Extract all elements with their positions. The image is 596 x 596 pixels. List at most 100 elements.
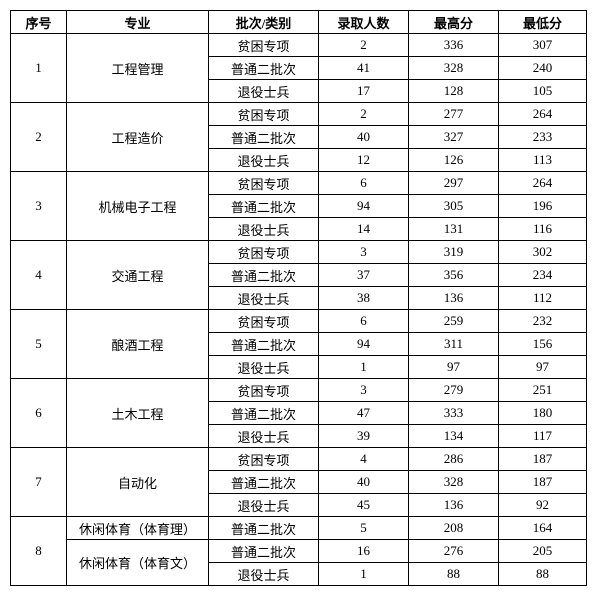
cell-max: 259 xyxy=(409,310,499,333)
cell-batch: 贫困专项 xyxy=(209,379,319,402)
cell-max: 319 xyxy=(409,241,499,264)
cell-min: 164 xyxy=(499,517,587,540)
cell-batch: 退役士兵 xyxy=(209,149,319,172)
table-row: 8休闲体育（体育理）普通二批次5208164 xyxy=(11,517,587,540)
cell-max: 336 xyxy=(409,34,499,57)
cell-max: 136 xyxy=(409,494,499,517)
header-min: 最低分 xyxy=(499,11,587,34)
table-row: 3机械电子工程贫困专项6297264 xyxy=(11,172,587,195)
cell-count: 38 xyxy=(319,287,409,310)
cell-major: 休闲体育（体育理） xyxy=(67,517,209,540)
cell-min: 187 xyxy=(499,471,587,494)
cell-max: 297 xyxy=(409,172,499,195)
cell-max: 134 xyxy=(409,425,499,448)
cell-min: 88 xyxy=(499,563,587,586)
cell-max: 305 xyxy=(409,195,499,218)
cell-count: 3 xyxy=(319,241,409,264)
cell-seq: 3 xyxy=(11,172,67,241)
header-batch: 批次/类别 xyxy=(209,11,319,34)
cell-min: 307 xyxy=(499,34,587,57)
cell-seq: 2 xyxy=(11,103,67,172)
cell-min: 264 xyxy=(499,103,587,126)
cell-count: 37 xyxy=(319,264,409,287)
cell-major: 工程造价 xyxy=(67,103,209,172)
cell-batch: 普通二批次 xyxy=(209,540,319,563)
cell-count: 1 xyxy=(319,356,409,379)
cell-max: 97 xyxy=(409,356,499,379)
cell-batch: 普通二批次 xyxy=(209,333,319,356)
cell-max: 131 xyxy=(409,218,499,241)
cell-max: 311 xyxy=(409,333,499,356)
cell-batch: 贫困专项 xyxy=(209,34,319,57)
cell-seq: 4 xyxy=(11,241,67,310)
cell-min: 187 xyxy=(499,448,587,471)
cell-count: 94 xyxy=(319,333,409,356)
admissions-table: 序号 专业 批次/类别 录取人数 最高分 最低分 1工程管理贫困专项233630… xyxy=(10,10,587,586)
header-count: 录取人数 xyxy=(319,11,409,34)
cell-batch: 退役士兵 xyxy=(209,494,319,517)
cell-count: 41 xyxy=(319,57,409,80)
table-row: 休闲体育（体育文）普通二批次16276205 xyxy=(11,540,587,563)
cell-batch: 贫困专项 xyxy=(209,241,319,264)
cell-min: 112 xyxy=(499,287,587,310)
cell-count: 40 xyxy=(319,471,409,494)
cell-batch: 普通二批次 xyxy=(209,126,319,149)
cell-major: 休闲体育（体育文） xyxy=(67,540,209,586)
cell-seq: 7 xyxy=(11,448,67,517)
cell-major: 自动化 xyxy=(67,448,209,517)
cell-count: 1 xyxy=(319,563,409,586)
cell-min: 92 xyxy=(499,494,587,517)
cell-max: 128 xyxy=(409,80,499,103)
cell-max: 276 xyxy=(409,540,499,563)
cell-count: 39 xyxy=(319,425,409,448)
cell-max: 328 xyxy=(409,471,499,494)
table-row: 6土木工程贫困专项3279251 xyxy=(11,379,587,402)
cell-major: 土木工程 xyxy=(67,379,209,448)
cell-min: 113 xyxy=(499,149,587,172)
cell-count: 4 xyxy=(319,448,409,471)
cell-count: 6 xyxy=(319,172,409,195)
header-seq: 序号 xyxy=(11,11,67,34)
cell-batch: 退役士兵 xyxy=(209,425,319,448)
cell-major: 酿酒工程 xyxy=(67,310,209,379)
cell-min: 156 xyxy=(499,333,587,356)
cell-batch: 退役士兵 xyxy=(209,287,319,310)
cell-min: 251 xyxy=(499,379,587,402)
cell-major: 工程管理 xyxy=(67,34,209,103)
cell-min: 234 xyxy=(499,264,587,287)
table-row: 1工程管理贫困专项2336307 xyxy=(11,34,587,57)
cell-count: 40 xyxy=(319,126,409,149)
cell-batch: 贫困专项 xyxy=(209,103,319,126)
cell-max: 88 xyxy=(409,563,499,586)
cell-batch: 普通二批次 xyxy=(209,517,319,540)
cell-max: 136 xyxy=(409,287,499,310)
cell-count: 47 xyxy=(319,402,409,425)
cell-min: 240 xyxy=(499,57,587,80)
cell-min: 233 xyxy=(499,126,587,149)
cell-max: 333 xyxy=(409,402,499,425)
cell-seq: 5 xyxy=(11,310,67,379)
cell-max: 327 xyxy=(409,126,499,149)
cell-batch: 退役士兵 xyxy=(209,80,319,103)
cell-count: 17 xyxy=(319,80,409,103)
cell-max: 208 xyxy=(409,517,499,540)
cell-max: 286 xyxy=(409,448,499,471)
cell-count: 16 xyxy=(319,540,409,563)
cell-count: 45 xyxy=(319,494,409,517)
cell-count: 3 xyxy=(319,379,409,402)
table-row: 7自动化贫困专项4286187 xyxy=(11,448,587,471)
header-max: 最高分 xyxy=(409,11,499,34)
cell-max: 279 xyxy=(409,379,499,402)
cell-min: 205 xyxy=(499,540,587,563)
cell-seq: 8 xyxy=(11,517,67,586)
cell-count: 12 xyxy=(319,149,409,172)
cell-count: 5 xyxy=(319,517,409,540)
cell-min: 232 xyxy=(499,310,587,333)
cell-major: 交通工程 xyxy=(67,241,209,310)
cell-min: 117 xyxy=(499,425,587,448)
cell-min: 180 xyxy=(499,402,587,425)
header-major: 专业 xyxy=(67,11,209,34)
cell-batch: 普通二批次 xyxy=(209,57,319,80)
cell-batch: 普通二批次 xyxy=(209,195,319,218)
cell-min: 264 xyxy=(499,172,587,195)
